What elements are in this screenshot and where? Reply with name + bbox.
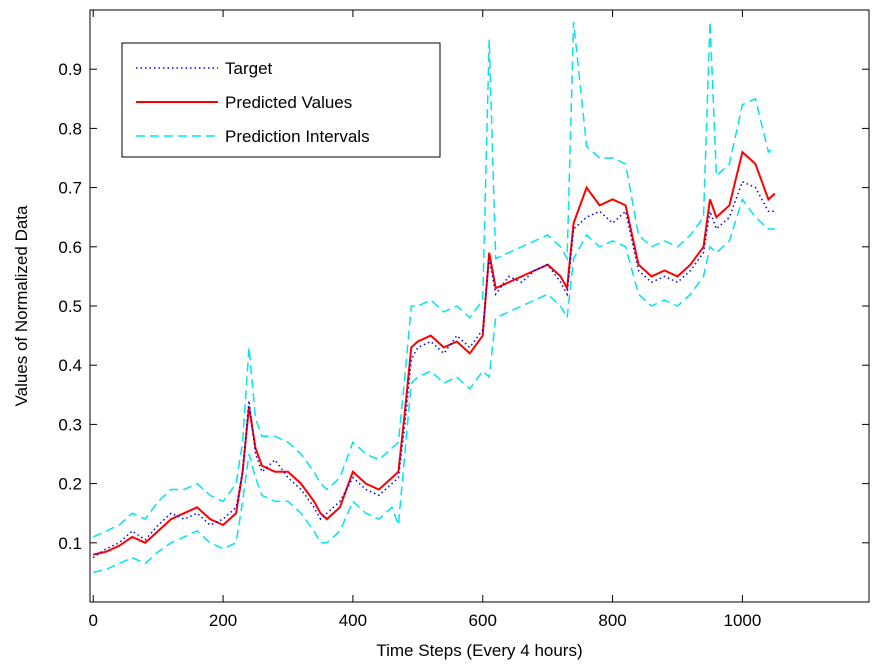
y-tick-label: 0.3 — [58, 415, 82, 434]
legend: Target Predicted Values Prediction Interva… — [121, 42, 441, 158]
x-tick-label: 0 — [89, 611, 98, 630]
x-tick-label: 1000 — [723, 611, 761, 630]
series-prediction-intervals-lower — [93, 197, 775, 574]
series-group — [92, 21, 776, 574]
series-predicted-values — [92, 150, 776, 556]
x-tick-label: 200 — [209, 611, 237, 630]
y-axis-label: Values of Normalized Data — [12, 205, 31, 406]
legend-label: Predicted Values — [225, 93, 352, 112]
x-tick-label: 800 — [598, 611, 626, 630]
x-tick-label: 400 — [339, 611, 367, 630]
y-tick-label: 0.8 — [58, 119, 82, 138]
y-tick-label: 0.9 — [58, 60, 82, 79]
y-tick-label: 0.1 — [58, 534, 82, 553]
x-axis-label: Time Steps (Every 4 hours) — [376, 641, 582, 660]
legend-label: Target — [225, 59, 273, 78]
x-tick-label: 600 — [469, 611, 497, 630]
y-tick-label: 0.4 — [58, 356, 82, 375]
legend-box — [121, 42, 441, 158]
y-tick-label: 0.7 — [58, 179, 82, 198]
ticks-group: 0 200 400 600 800 1000 0.1 0.2 0.3 0.4 0.5 0.6 0.7 0.… — [58, 10, 869, 630]
y-tick-label: 0.5 — [58, 297, 82, 316]
y-tick-label: 0.6 — [58, 238, 82, 257]
legend-label: Prediction Intervals — [225, 127, 370, 146]
y-tick-label: 0.2 — [58, 475, 82, 494]
series-target — [92, 180, 775, 559]
